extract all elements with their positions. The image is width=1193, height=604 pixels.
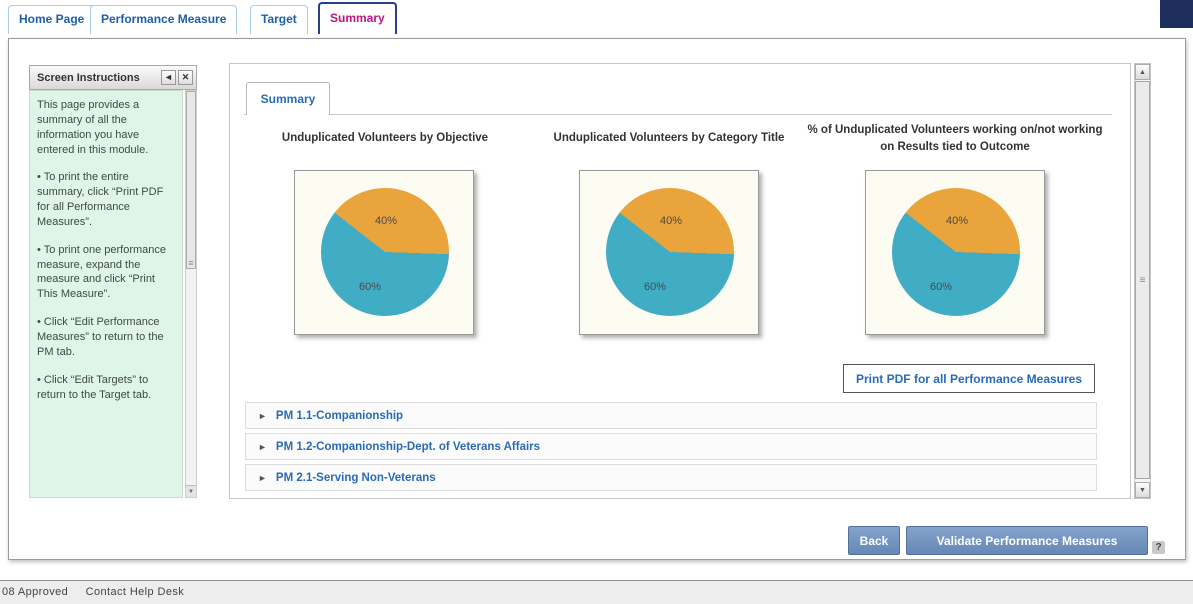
instruction-paragraph: This page provides a summary of all the …	[37, 99, 149, 156]
scrollbar-grip-icon: ≡	[1139, 274, 1146, 286]
help-icon[interactable]: ?	[1152, 541, 1165, 554]
tab-summary[interactable]: Summary	[318, 2, 397, 34]
subtab-divider	[244, 114, 1112, 115]
close-panel-icon[interactable]: ✕	[178, 70, 193, 85]
header-corner-block	[1160, 0, 1193, 28]
pie-slice-label: 60%	[930, 281, 953, 293]
chart-title-category: Unduplicated Volunteers by Category Titl…	[553, 132, 785, 144]
tab-home-page[interactable]: Home Page	[8, 5, 96, 34]
instruction-paragraph: • To print one performance measure, expa…	[37, 243, 166, 301]
main-scrollbar[interactable]: ▲ ≡ ▼	[1134, 63, 1151, 499]
pie-chart-category: 40% 60%	[579, 170, 759, 335]
footer-approved-text: 08 Approved	[2, 586, 69, 598]
instructions-scrollbar[interactable]: ≡ ▼	[185, 90, 197, 498]
expand-arrow-icon: ►	[258, 441, 267, 452]
main-scrollbar-thumb[interactable]: ≡	[1135, 81, 1150, 479]
scroll-down-icon[interactable]: ▼	[1135, 482, 1150, 498]
pm-row-1-2[interactable]: ► PM 1.2-Companionship-Dept. of Veterans…	[245, 433, 1097, 460]
pie-chart-objective: 40% 60%	[294, 170, 474, 335]
pm-row-label: PM 1.1-Companionship	[275, 409, 404, 422]
screen-instructions-header: Screen Instructions ◄ ✕	[29, 65, 197, 90]
chart-title-outcome: % of Unduplicated Volunteers working on/…	[807, 124, 1103, 154]
pie-slice-label: 40%	[946, 215, 969, 227]
pm-row-label: PM 2.1-Serving Non-Veterans	[275, 471, 436, 484]
pie-chart-outcome: 40% 60%	[865, 170, 1045, 335]
pm-row-2-1[interactable]: ► PM 2.1-Serving Non-Veterans	[245, 464, 1097, 491]
tab-performance-measure[interactable]: Performance Measure	[90, 5, 238, 34]
screen-instructions-title: Screen Instructions	[37, 71, 140, 84]
scroll-up-icon[interactable]: ▲	[1135, 64, 1150, 80]
pie-outcome	[892, 188, 1020, 316]
scrollbar-grip-icon: ≡	[188, 258, 194, 268]
pie-category	[606, 188, 734, 316]
pie-slice-label: 40%	[660, 215, 683, 227]
top-tab-bar: Home Page Performance Measure Target Sum…	[0, 0, 1193, 36]
validate-performance-measures-button[interactable]: Validate Performance Measures	[906, 526, 1148, 555]
expand-arrow-icon: ►	[258, 472, 267, 483]
pie-slice-label: 40%	[375, 215, 398, 227]
pie-slice-label: 60%	[359, 281, 382, 293]
scroll-down-icon[interactable]: ▼	[186, 485, 196, 497]
collapse-panel-icon[interactable]: ◄	[161, 70, 176, 85]
chart-title-objective: Unduplicated Volunteers by Objective	[281, 132, 489, 144]
summary-content-box: Summary Unduplicated Volunteers by Objec…	[229, 63, 1131, 499]
tab-target[interactable]: Target	[250, 5, 308, 34]
instructions-scrollbar-thumb[interactable]: ≡	[186, 91, 196, 269]
tab-summary-inner[interactable]: Summary	[246, 82, 330, 115]
screen-instructions-text: This page provides a summary of all the …	[29, 90, 183, 498]
pie-slice-label: 60%	[644, 281, 667, 293]
footer-bar: 08 Approved Contact Help Desk	[0, 580, 1193, 604]
back-button[interactable]: Back	[848, 526, 900, 555]
instruction-paragraph: • Click “Edit Targets” to return to the …	[37, 373, 152, 401]
instruction-paragraph: • Click “Edit Performance Measures” to r…	[37, 316, 164, 358]
main-container: Screen Instructions ◄ ✕ This page provid…	[8, 38, 1186, 560]
print-pdf-button[interactable]: Print PDF for all Performance Measures	[843, 364, 1095, 393]
pie-objective	[321, 188, 449, 316]
pm-row-1-1[interactable]: ► PM 1.1-Companionship	[245, 402, 1097, 429]
pm-row-label: PM 1.2-Companionship-Dept. of Veterans A…	[275, 440, 541, 453]
screen-instructions-panel: Screen Instructions ◄ ✕ This page provid…	[29, 65, 197, 498]
expand-arrow-icon: ►	[258, 410, 267, 421]
contact-help-desk-link[interactable]: Contact Help Desk	[85, 586, 185, 598]
instruction-paragraph: • To print the entire summary, click “Pr…	[37, 171, 164, 228]
